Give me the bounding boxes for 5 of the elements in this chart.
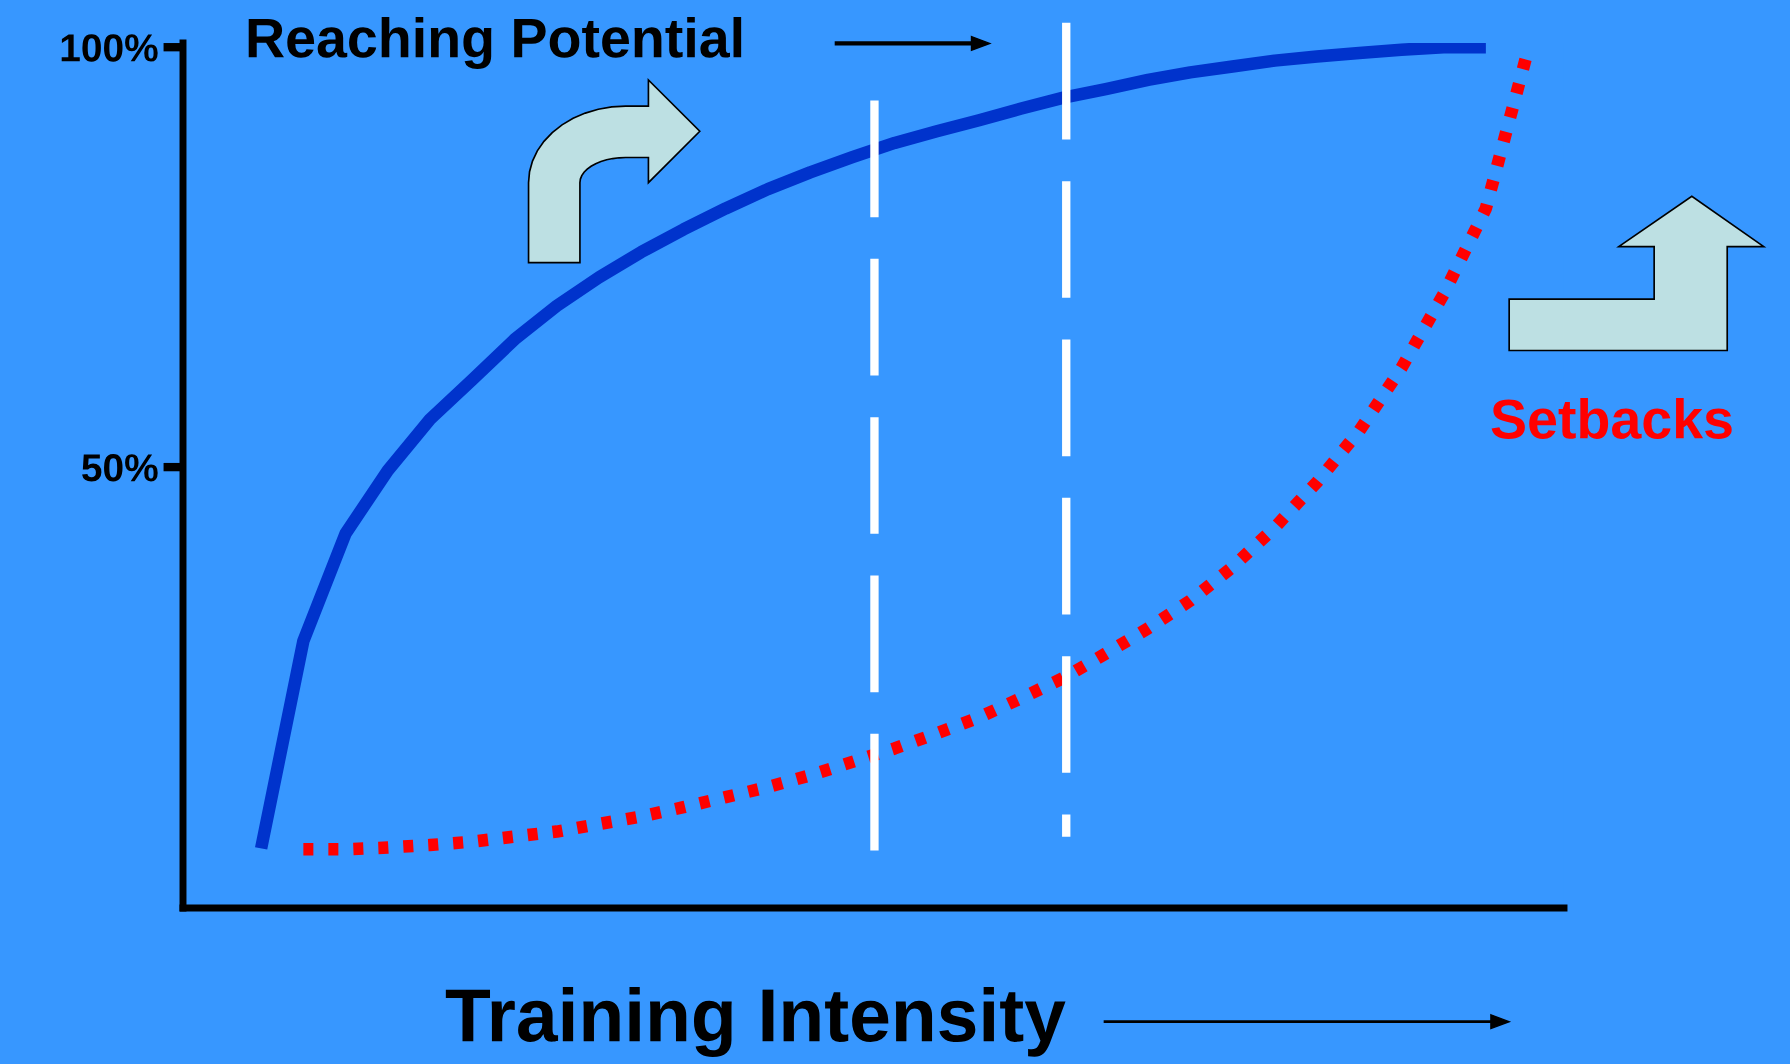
series-label: Setbacks <box>1491 398 1732 439</box>
y-tick-label: 50% <box>82 454 158 482</box>
y-tick-label: 100% <box>61 34 158 62</box>
text: Reaching Potential <box>248 16 742 70</box>
x-axis-title: Training Intensity <box>445 986 1066 1058</box>
